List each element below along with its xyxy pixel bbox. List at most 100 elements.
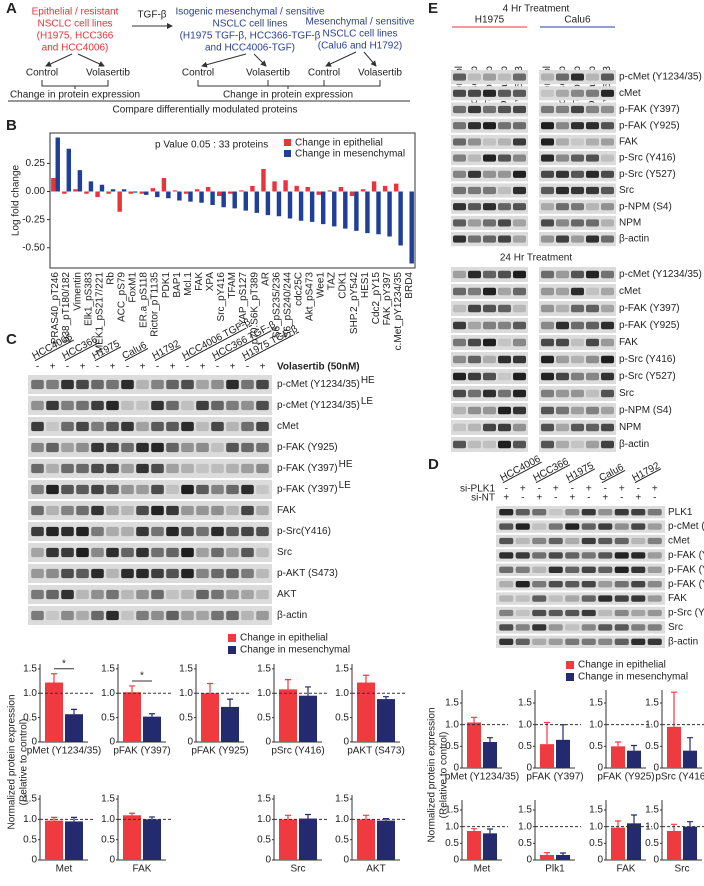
- bar: [667, 726, 681, 768]
- lane-label: +: [80, 362, 86, 373]
- legend-label: Change in mesenchymal: [578, 672, 688, 683]
- blot-band: [598, 595, 613, 602]
- lane-label: +: [503, 493, 509, 504]
- bar: [143, 819, 161, 860]
- blot-band: [532, 609, 547, 617]
- blot-band: [31, 484, 44, 495]
- blot-band: [151, 526, 164, 537]
- row-label: Src: [668, 622, 683, 633]
- blot-band: [181, 400, 194, 411]
- x-tick-label: p38_pT180/182: [61, 272, 72, 343]
- blot-band: [498, 186, 511, 195]
- blot-band: [499, 509, 514, 516]
- blot-band: [453, 389, 466, 398]
- y-axis-label: (Relative to control): [439, 732, 450, 819]
- blot-band: [513, 170, 526, 178]
- blot-band: [556, 154, 569, 162]
- blot-band: [46, 547, 59, 558]
- blot-band: [468, 270, 481, 279]
- box-text: Isogenic mesenchymal / sensitive: [176, 7, 325, 18]
- arrow: [363, 51, 377, 67]
- blot-band: [226, 484, 239, 495]
- blot-band: [121, 400, 134, 411]
- blot-band: [571, 304, 584, 313]
- blot-band: [453, 440, 466, 449]
- y-tick-label: 1.0: [445, 821, 459, 832]
- x-tick-label: SHP.2_pY542: [349, 272, 360, 335]
- arm-label: Control: [26, 68, 58, 79]
- blot-band: [453, 170, 466, 178]
- bar: [221, 191, 226, 208]
- blot-band: [151, 379, 164, 390]
- blot-band: [46, 400, 59, 411]
- bar: [210, 191, 215, 205]
- blot-strip: [28, 438, 272, 457]
- legend-swatch: [228, 634, 236, 642]
- bar: [155, 191, 160, 198]
- blot-band: [631, 609, 646, 617]
- blot-strip: [28, 501, 272, 520]
- blot-band: [586, 235, 599, 243]
- y-tick-label: 1.0: [179, 688, 193, 699]
- blot-band: [581, 581, 596, 588]
- box-text: NSCLC cell lines: [37, 19, 112, 30]
- blot-band: [631, 552, 646, 559]
- blot-band: [76, 484, 89, 495]
- blot-band: [513, 154, 526, 162]
- row-label: p-FAK (Y925): [619, 320, 680, 331]
- x-tick-label: Akt_pS473: [305, 272, 316, 321]
- y-tick-label: 1.5: [179, 664, 193, 675]
- x-tick-label: ACC_pS79: [117, 272, 128, 322]
- bar: [117, 191, 122, 212]
- section-title: 24 Hr Treatment: [500, 253, 572, 264]
- blot-band: [586, 154, 599, 162]
- bar: [299, 818, 317, 860]
- lane-label: +: [586, 484, 592, 495]
- chart-title: pMet (Y1234/35): [27, 746, 102, 757]
- blot-band: [571, 138, 584, 146]
- y-tick-label: 0.5: [335, 834, 349, 845]
- blot-band: [631, 595, 646, 602]
- bar: [283, 180, 288, 192]
- row-label: cMet: [619, 286, 641, 297]
- blot-band: [541, 219, 554, 227]
- blot-band: [211, 610, 224, 621]
- blot-band: [556, 338, 569, 347]
- row-label: p-NPM (S4): [619, 405, 672, 416]
- arrow: [253, 53, 267, 67]
- y-tick-label: 0.5: [23, 834, 37, 845]
- blot-band: [256, 610, 269, 621]
- error-bar: [305, 686, 311, 696]
- blot-band: [601, 304, 614, 313]
- blot-band: [256, 568, 269, 579]
- row-label: cMet: [619, 88, 641, 99]
- chart-title: pSrc (Y416): [655, 772, 704, 783]
- y-tick-label: 0.25: [26, 158, 46, 169]
- blot-band: [453, 372, 466, 381]
- blot-band: [91, 526, 104, 537]
- blot-band: [483, 138, 496, 146]
- bar: [254, 191, 260, 213]
- error-bar: [71, 816, 77, 822]
- blot-band: [468, 89, 481, 97]
- blot-band: [226, 421, 239, 432]
- legend-label: Change in epithelial: [578, 660, 666, 671]
- blot-band: [647, 581, 662, 588]
- blot-band: [631, 523, 646, 530]
- blot-band: [121, 463, 134, 474]
- y-tick-label: 1.0: [518, 821, 532, 832]
- blot-band: [31, 463, 44, 474]
- error-bar: [487, 828, 493, 834]
- bar: [166, 191, 171, 199]
- bar: [55, 137, 60, 192]
- blot-band: [548, 581, 563, 588]
- blot-band: [196, 400, 209, 411]
- lane-label: -: [216, 362, 219, 373]
- lane-label: Tepotinib: [484, 66, 495, 106]
- x-tick-label: cdc25C: [294, 272, 305, 306]
- blot-band: [601, 73, 614, 81]
- blot-band: [601, 389, 614, 398]
- blot-strip: [28, 606, 272, 625]
- blot-band: [498, 219, 511, 227]
- blot-band: [106, 505, 119, 516]
